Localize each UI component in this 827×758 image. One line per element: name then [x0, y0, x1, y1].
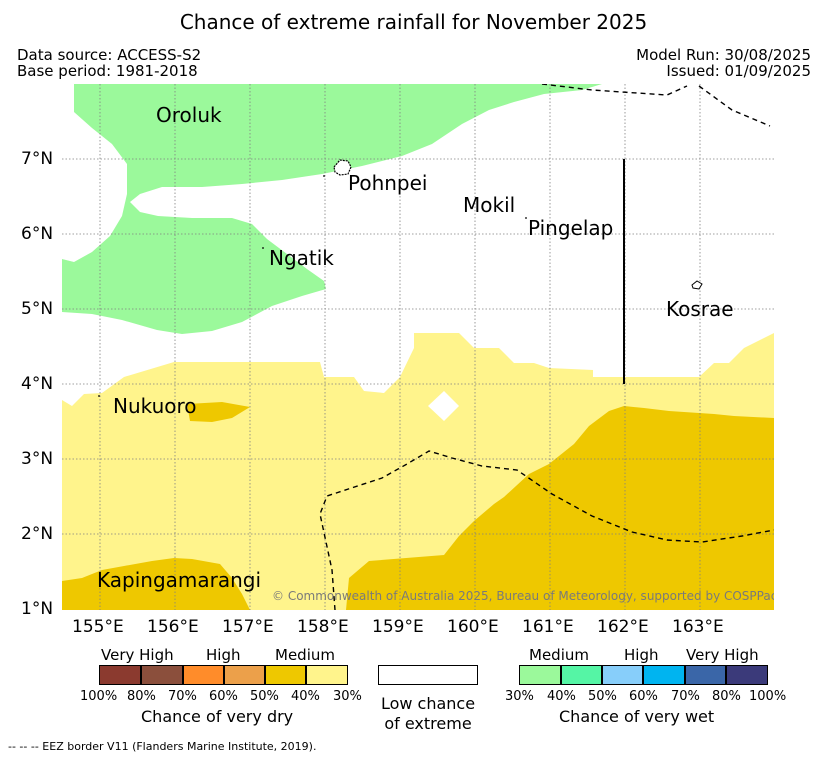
place-label-kosrae: Kosrae [666, 297, 734, 321]
place-label-pingelap: Pingelap [528, 216, 613, 240]
data-source: Data source: ACCESS-S2 [17, 46, 202, 64]
lon-tick: 161°E [522, 617, 574, 637]
eez-border-north [541, 83, 688, 96]
lon-tick: 160°E [447, 617, 499, 637]
dry-pct: 100% [80, 689, 118, 704]
dry-medium-patch [187, 402, 250, 422]
wet-swatch-50-60 [602, 665, 643, 685]
dry-swatch-60-50 [224, 665, 265, 685]
place-label-nukuoro: Nukuoro [113, 394, 197, 418]
wet-swatch-40-50 [561, 665, 602, 685]
lat-tick: 6°N [21, 224, 54, 244]
dry-swatch-40-30 [306, 665, 348, 685]
base-period: Base period: 1981-2018 [17, 62, 198, 80]
wet-pct: 40% [547, 689, 576, 704]
wet-swatch-80-100 [726, 665, 768, 685]
eez-footnote: -- -- -- EEZ border V11 (Flanders Marine… [8, 740, 317, 753]
wet-pct: 80% [712, 689, 741, 704]
wet-swatch-30-40 [519, 665, 561, 685]
nukuoro-island [98, 395, 100, 397]
dry-pct: 40% [291, 689, 320, 704]
dry-swatch-70-60 [183, 665, 224, 685]
wet-level-high: High [624, 646, 659, 664]
pohnpei-islet [323, 175, 325, 177]
kosrae-island [691, 280, 703, 290]
dry-swatch-80-70 [141, 665, 183, 685]
wet-pct: 60% [629, 689, 658, 704]
wet-pct: 70% [671, 689, 700, 704]
lat-tick: 7°N [21, 149, 54, 169]
map-canvas: Oroluk Pohnpei Mokil Pingelap Ngatik Kos… [62, 83, 777, 611]
lat-tick: 3°N [21, 449, 54, 469]
wet-caption: Chance of very wet [559, 707, 715, 726]
place-label-mokil: Mokil [463, 193, 515, 217]
lon-tick: 163°E [672, 617, 724, 637]
eez-border-northeast [698, 85, 771, 127]
dry-pct: 70% [168, 689, 197, 704]
lat-tick: 4°N [21, 374, 54, 394]
dry-medium-region-east [346, 406, 774, 610]
wet-pct: 100% [749, 689, 787, 704]
wet-level-medium: Medium [529, 646, 589, 664]
lon-tick: 157°E [222, 617, 274, 637]
wet-swatch-70-80 [685, 665, 726, 685]
dry-caption: Chance of very dry [141, 707, 294, 726]
place-label-oroluk: Oroluk [156, 103, 222, 127]
place-label-ngatik: Ngatik [269, 246, 334, 270]
wet-pct: 50% [588, 689, 617, 704]
issued-date: Issued: 01/09/2025 [666, 62, 811, 80]
wet-level-very-high: Very High [686, 646, 759, 664]
lat-tick: 5°N [21, 299, 54, 319]
lat-tick: 2°N [21, 524, 54, 544]
dry-pct: 50% [250, 689, 279, 704]
neutral-swatch [378, 665, 478, 685]
lon-tick: 156°E [147, 617, 199, 637]
lon-tick: 158°E [297, 617, 349, 637]
rainfall-map: Oroluk Pohnpei Mokil Pingelap Ngatik Kos… [62, 83, 777, 611]
dry-pct: 80% [127, 689, 156, 704]
lat-tick: 1°N [21, 599, 54, 619]
eez-border [319, 83, 775, 611]
neutral-caption-line2: of extreme [384, 714, 472, 733]
dry-level-very-high: Very High [101, 646, 174, 664]
ngatik-island [262, 247, 264, 249]
eez-border-south [319, 450, 775, 611]
lon-tick: 162°E [597, 617, 649, 637]
model-run: Model Run: 30/08/2025 [636, 46, 811, 64]
dry-swatch-50-40 [265, 665, 306, 685]
place-label-kapingamarangi: Kapingamarangi [97, 568, 261, 592]
lon-tick: 155°E [72, 617, 124, 637]
low-chance-patch [428, 391, 459, 421]
dry-level-medium: Medium [275, 646, 335, 664]
dry-level-high: High [206, 646, 241, 664]
dry-swatch-100-80 [99, 665, 141, 685]
place-label-pohnpei: Pohnpei [348, 171, 428, 195]
lon-tick: 159°E [372, 617, 424, 637]
wet-pct: 30% [505, 689, 534, 704]
dry-pct: 60% [209, 689, 238, 704]
wet-swatch-60-70 [643, 665, 685, 685]
dry-pct: 30% [333, 689, 362, 704]
map-title: Chance of extreme rainfall for November … [179, 10, 648, 34]
pingelap-island [525, 217, 527, 219]
wet-medium-region [62, 84, 602, 334]
neutral-caption-line1: Low chance [380, 694, 476, 713]
dry-medium-region-south [62, 558, 250, 610]
pohnpei-island [333, 159, 352, 176]
copyright-notice: © Commonwealth of Australia 2025, Bureau… [272, 589, 774, 603]
